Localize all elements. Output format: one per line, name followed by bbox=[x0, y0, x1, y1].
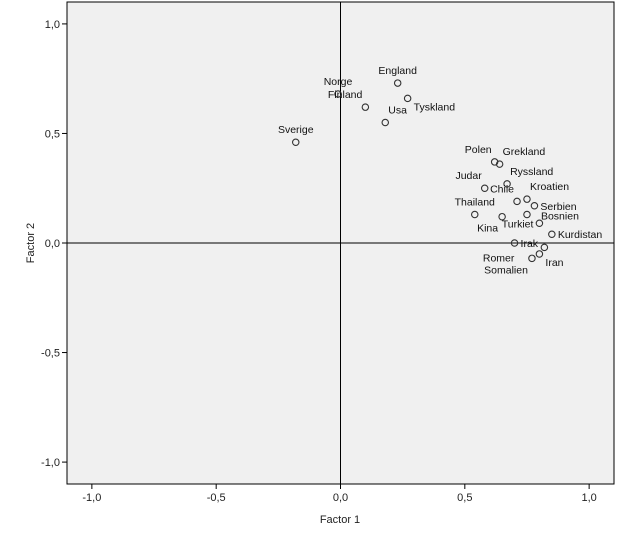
x-tick-label: 0,0 bbox=[333, 492, 348, 504]
data-point bbox=[510, 239, 519, 247]
data-point-label: Judar bbox=[455, 170, 482, 182]
data-point bbox=[393, 79, 402, 87]
y-tick-label: 0,5 bbox=[45, 128, 60, 140]
data-point-label: Kurdistan bbox=[558, 229, 603, 241]
reference-lines bbox=[67, 2, 614, 484]
data-point bbox=[480, 184, 489, 192]
data-point-label: Grekland bbox=[503, 146, 546, 158]
y-tick-label: 0,0 bbox=[45, 238, 60, 250]
data-point-label: Kina bbox=[477, 223, 498, 235]
data-point-label: Sverige bbox=[278, 124, 314, 136]
data-point bbox=[523, 195, 531, 203]
y-axis-title: Factor 2 bbox=[25, 223, 37, 263]
data-point bbox=[498, 212, 506, 221]
data-point bbox=[403, 94, 412, 103]
data-point bbox=[513, 197, 521, 206]
data-point bbox=[471, 210, 479, 219]
data-point bbox=[334, 90, 342, 98]
data-point-label: Ryssland bbox=[510, 166, 553, 178]
y-tick-label: -1,0 bbox=[41, 457, 60, 469]
data-point bbox=[495, 160, 504, 168]
data-point bbox=[535, 250, 544, 258]
data-point bbox=[548, 230, 556, 238]
data-point-label: Iran bbox=[545, 257, 563, 269]
x-tick-label: -1,0 bbox=[82, 492, 101, 504]
y-axis: 1,0 0,5 0,0 -0,5 -1,0 bbox=[41, 19, 67, 469]
x-tick-label: 0,5 bbox=[457, 492, 472, 504]
data-point-label: Finland bbox=[328, 89, 363, 101]
x-tick-label: -0,5 bbox=[207, 492, 226, 504]
data-points: England Norge Tyskland Finland Usa Sverige Pol… bbox=[278, 65, 602, 276]
data-point-label: Polen bbox=[465, 144, 492, 156]
data-point-label: Norge bbox=[324, 76, 353, 88]
data-point bbox=[530, 202, 539, 210]
y-tick-label: 1,0 bbox=[45, 19, 60, 31]
data-point-label: Irak bbox=[521, 238, 539, 250]
data-point-label: Usa bbox=[388, 105, 407, 117]
y-tick-label: -0,5 bbox=[41, 348, 60, 360]
data-point-label: Bosnien bbox=[541, 211, 579, 223]
data-point-label: Thailand bbox=[455, 197, 495, 209]
data-point-label: Somalien bbox=[484, 264, 528, 276]
x-axis: -1,0 -0,5 0,0 0,5 1,0 bbox=[82, 484, 597, 504]
data-point bbox=[535, 219, 544, 228]
data-point-label: Kroatien bbox=[530, 181, 569, 193]
data-point-label: Chile bbox=[490, 183, 514, 195]
data-point-label: Turkiet bbox=[502, 218, 534, 230]
data-point bbox=[361, 103, 370, 111]
data-point bbox=[528, 254, 536, 263]
data-point-label: England bbox=[378, 65, 417, 77]
data-point bbox=[381, 118, 390, 127]
data-point bbox=[503, 180, 511, 188]
data-point-label: Tyskland bbox=[414, 101, 456, 113]
data-point bbox=[291, 138, 300, 146]
x-tick-label: 1,0 bbox=[581, 492, 596, 504]
data-point bbox=[540, 243, 549, 252]
x-axis-title: Factor 1 bbox=[320, 514, 360, 526]
data-point-label: Romer bbox=[483, 252, 515, 264]
data-point bbox=[523, 210, 531, 219]
data-point-label: Serbien bbox=[540, 201, 576, 213]
